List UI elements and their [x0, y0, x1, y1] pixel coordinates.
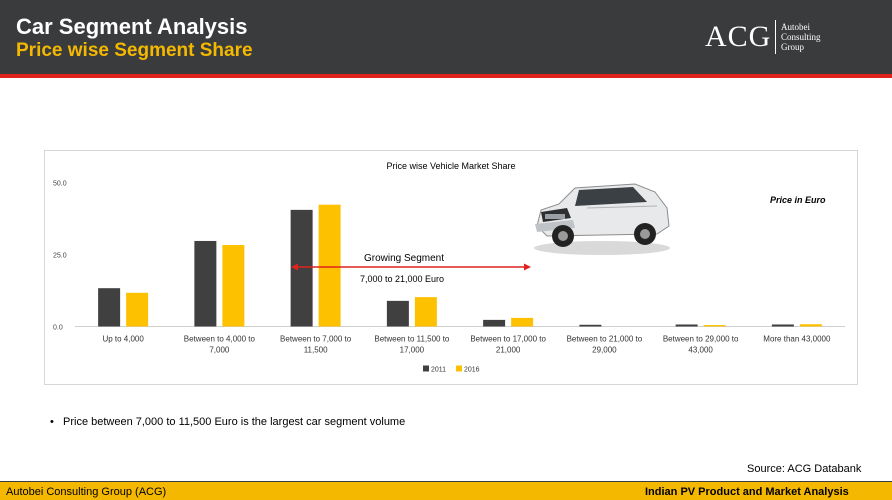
bar-2011	[194, 240, 217, 327]
price-unit-note: Price in Euro	[770, 195, 826, 205]
x-tick-label: Between to 29,000 to	[663, 335, 739, 344]
bar-2011	[675, 324, 698, 327]
x-tick-label: More than 43,0000	[763, 335, 831, 344]
page-subtitle: Price wise Segment Share	[16, 40, 253, 61]
x-tick-label: 43,000	[688, 346, 713, 355]
logo-separator	[775, 20, 776, 54]
bar-2016	[703, 325, 726, 327]
page-title: Car Segment Analysis	[16, 14, 248, 39]
bar-chart: Price wise Vehicle Market Share 0.0 25.0 5…	[53, 161, 845, 374]
bar-2016	[511, 317, 534, 327]
bar-2016	[222, 244, 245, 327]
x-tick-label: Between to 7,000 to	[280, 335, 352, 344]
arrow-head-left	[291, 263, 298, 271]
footer-report-title: Indian PV Product and Market Analysis	[645, 486, 849, 498]
x-tick-label: 7,000	[209, 346, 230, 355]
x-tick-label: Between to 11,500 to	[374, 335, 450, 344]
source-note: Source: ACG Databank	[747, 463, 862, 475]
x-tick-label: 21,000	[496, 346, 521, 355]
bar-2011	[98, 288, 121, 327]
logo-line: Consulting	[781, 32, 821, 42]
bar-2011	[579, 324, 602, 327]
x-tick-label: Up to 4,000	[102, 335, 144, 344]
y-tick-label: 50.0	[53, 181, 67, 188]
acg-logo: ACG	[705, 20, 772, 53]
y-tick-label: 25.0	[53, 253, 67, 260]
bar-2011	[483, 319, 506, 327]
chart-container: Price wise Vehicle Market Share 0.0 25.0 5…	[44, 150, 858, 385]
growing-segment-label: Growing Segment	[364, 253, 444, 264]
bar-2011	[290, 209, 313, 327]
suv-car-image	[534, 183, 670, 255]
x-tick-label: 11,500	[304, 346, 328, 355]
footer-company: Autobei Consulting Group (ACG)	[6, 486, 167, 498]
growing-segment-range: 7,000 to 21,000 Euro	[360, 274, 444, 284]
bar-2016	[318, 204, 341, 327]
bar-2016	[799, 324, 822, 327]
bar-2011	[386, 300, 409, 327]
x-tick-label: 29,000	[592, 346, 617, 355]
arrow-head-right	[524, 263, 531, 271]
x-tick-label: Between to 17,000 to	[470, 335, 546, 344]
bar-2016	[126, 292, 149, 327]
bar-2011	[771, 324, 794, 327]
chart-title: Price wise Vehicle Market Share	[386, 161, 515, 171]
insight-text: Price between 7,000 to 11,500 Euro is th…	[63, 416, 406, 428]
footer-bar	[0, 482, 892, 500]
x-tick-label: 17,000	[400, 346, 425, 355]
bullet-marker: •	[50, 416, 54, 428]
bar-2016	[414, 297, 437, 327]
header-bar	[0, 0, 892, 74]
header-divider	[0, 74, 892, 78]
footer-divider	[0, 481, 892, 482]
legend-label-2011: 2011	[431, 367, 446, 374]
legend-swatch-2011	[423, 365, 429, 372]
logo-line: Autobei	[781, 22, 810, 32]
x-tick-label: Between to 4,000 to	[184, 335, 256, 344]
legend-swatch-2016	[456, 365, 462, 372]
logo-line: Group	[781, 42, 804, 52]
logo-wordmark: Autobei Consulting Group	[781, 22, 821, 52]
x-tick-label: Between to 21,000 to	[567, 335, 643, 344]
y-tick-label: 0.0	[53, 325, 63, 332]
legend-label-2016: 2016	[464, 367, 480, 374]
